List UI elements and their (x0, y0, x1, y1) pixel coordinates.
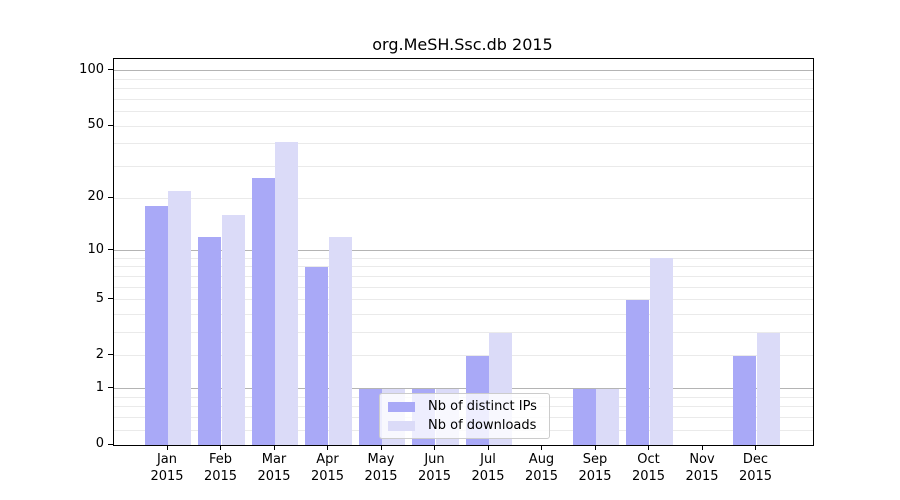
y-tick-mark (108, 443, 113, 445)
minor-gridline (114, 111, 813, 113)
bar-mar-distinct-ips (251, 177, 275, 445)
x-tick-mark (220, 445, 221, 450)
y-tick-mark (108, 387, 113, 389)
chart-title: org.MeSH.Ssc.db 2015 (372, 35, 553, 54)
x-tick-mark (755, 445, 756, 450)
x-tick-label-sep: Sep 2015 (578, 452, 612, 484)
y-tick-label: 2 (95, 346, 104, 362)
x-tick-mark (648, 445, 649, 450)
y-tick-mark (108, 354, 113, 356)
x-tick-label-apr: Apr 2015 (310, 452, 345, 484)
bar-apr-distinct-ips (305, 266, 329, 445)
legend-swatch-downloads (388, 420, 415, 431)
major-gridline (114, 70, 813, 72)
x-tick-mark (487, 445, 489, 450)
minor-gridline (114, 78, 813, 80)
x-tick-label-dec: Dec 2015 (738, 452, 773, 484)
plot-area (113, 58, 814, 446)
bar-feb-distinct-ips (198, 237, 222, 445)
x-tick-label-feb: Feb 2015 (203, 452, 238, 484)
x-tick-label-jun: Jun 2015 (417, 452, 452, 484)
y-tick-mark (108, 196, 113, 198)
y-tick-label: 100 (79, 61, 104, 77)
legend-row: Nb of distinct IPs (388, 399, 537, 414)
x-tick-label-aug: Aug 2015 (524, 452, 559, 484)
bar-dec-distinct-ips (733, 355, 757, 445)
x-tick-mark (434, 445, 435, 450)
minor-gridline (114, 143, 813, 145)
y-tick-label: 50 (87, 117, 104, 133)
y-tick-label: 10 (87, 241, 104, 257)
x-tick-label-jul: Jul 2015 (471, 452, 505, 484)
x-tick-mark (541, 445, 542, 450)
bar-oct-downloads (649, 258, 673, 445)
y-tick-mark (108, 69, 113, 71)
legend: Nb of distinct IPs Nb of downloads (379, 393, 550, 439)
bar-feb-downloads (221, 215, 245, 445)
y-tick-label: 20 (87, 189, 104, 205)
x-tick-mark (594, 445, 596, 450)
y-tick-mark (108, 249, 113, 251)
y-tick-mark (108, 298, 113, 300)
y-tick-label: 1 (95, 379, 104, 395)
bar-sep-distinct-ips (572, 388, 596, 445)
x-tick-label-may: May 2015 (364, 452, 398, 484)
bar-jan-downloads (168, 190, 192, 445)
x-tick-mark (166, 445, 168, 450)
y-tick-label: 5 (95, 290, 104, 306)
x-tick-mark (327, 445, 328, 450)
bar-dec-downloads (756, 332, 780, 445)
legend-row: Nb of downloads (388, 418, 537, 433)
x-tick-mark (701, 445, 703, 450)
x-tick-label-oct: Oct 2015 (631, 452, 666, 484)
legend-label-distinct-ips: Nb of distinct IPs (428, 399, 537, 414)
minor-gridline (114, 125, 813, 127)
bar-sep-downloads (596, 388, 620, 445)
bar-apr-downloads (328, 237, 352, 445)
minor-gridline (114, 166, 813, 168)
bar-jan-distinct-ips (144, 206, 168, 445)
x-tick-label-mar: Mar 2015 (257, 452, 291, 484)
y-tick-label: 0 (95, 436, 104, 451)
x-tick-label-nov: Nov 2015 (685, 452, 719, 484)
x-tick-mark (273, 445, 275, 450)
minor-gridline (114, 88, 813, 90)
bar-mar-downloads (275, 142, 299, 445)
minor-gridline (114, 98, 813, 100)
x-tick-mark (380, 445, 382, 450)
minor-gridline (114, 197, 813, 199)
legend-label-downloads: Nb of downloads (428, 418, 537, 433)
x-tick-label-jan: Jan 2015 (150, 452, 184, 484)
y-tick-mark (108, 124, 113, 126)
bar-may-distinct-ips (358, 388, 382, 445)
bar-oct-distinct-ips (626, 299, 650, 445)
legend-swatch-distinct-ips (388, 401, 415, 412)
